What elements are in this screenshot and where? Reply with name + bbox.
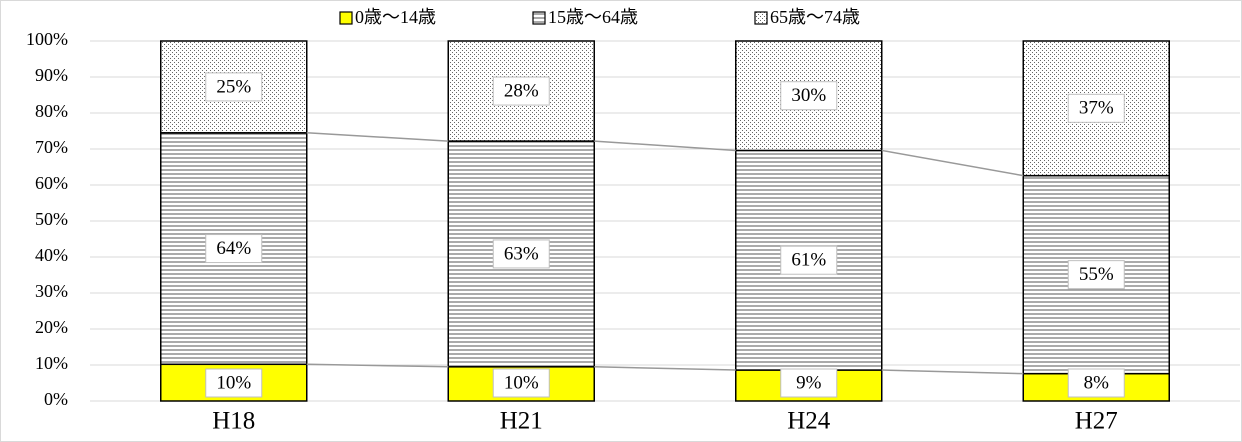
data-label-box — [205, 234, 263, 264]
legend-label: 65歳～74歳 — [770, 7, 860, 27]
y-tick-label: 30% — [35, 281, 68, 301]
data-label-box — [205, 368, 263, 398]
data-label-box — [780, 81, 838, 111]
data-label-box — [1067, 368, 1125, 398]
data-label: 10% — [504, 372, 539, 393]
y-tick-label: 100% — [26, 29, 68, 49]
data-label: 25% — [216, 76, 251, 97]
data-label: 28% — [504, 80, 539, 101]
legend-swatch — [754, 11, 768, 25]
y-tick-label: 40% — [35, 245, 68, 265]
series-line — [881, 369, 1024, 375]
data-label-box — [492, 239, 550, 269]
y-tick-label: 90% — [35, 65, 68, 85]
legend-swatch — [339, 11, 353, 25]
y-tick-label: 20% — [35, 317, 68, 337]
data-label-box — [780, 368, 838, 398]
y-tick-label: 50% — [35, 209, 68, 229]
legend-label: 15歳～64歳 — [548, 7, 638, 27]
series-line — [881, 149, 1024, 177]
data-label-box — [780, 245, 838, 275]
data-label-box — [492, 368, 550, 398]
y-tick-label: 70% — [35, 137, 68, 157]
data-label: 10% — [216, 372, 251, 393]
legend-label: 0歳～14歳 — [355, 7, 436, 27]
data-label: 64% — [216, 238, 251, 259]
series-line — [594, 366, 736, 371]
data-label: 55% — [1079, 264, 1114, 285]
data-label-box — [1067, 260, 1125, 290]
series-line — [594, 140, 736, 152]
data-label: 37% — [1079, 98, 1114, 119]
y-tick-label: 80% — [35, 101, 68, 121]
data-label: 61% — [791, 250, 826, 271]
x-tick-label: H24 — [787, 408, 831, 435]
data-label: 63% — [504, 243, 539, 264]
x-tick-label: H18 — [212, 408, 255, 435]
y-tick-label: 10% — [35, 353, 68, 373]
x-tick-label: H21 — [500, 408, 543, 435]
data-label: 8% — [1084, 372, 1110, 393]
legend-swatch — [532, 11, 546, 25]
series-line — [306, 363, 449, 368]
y-tick-label: 60% — [35, 173, 68, 193]
series-line — [306, 132, 449, 142]
data-label-box — [205, 72, 263, 102]
data-label: 9% — [796, 372, 822, 393]
data-label: 30% — [791, 85, 826, 106]
data-label-box — [492, 76, 550, 106]
data-label-box — [1067, 93, 1125, 123]
y-tick-label: 0% — [44, 389, 68, 409]
x-tick-label: H27 — [1075, 408, 1118, 435]
